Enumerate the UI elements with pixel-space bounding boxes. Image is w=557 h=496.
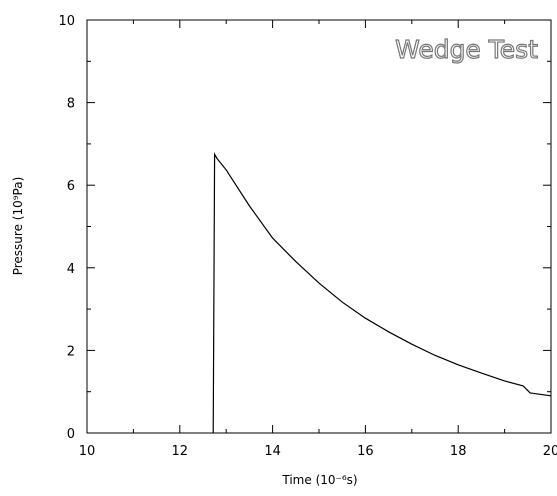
plot-frame (86, 19, 552, 434)
y-tick-label: 6 (67, 179, 75, 194)
chart-title: Wedge Test (395, 35, 538, 64)
x-tick-label: 10 (79, 444, 96, 459)
x-tick-label: 14 (264, 444, 281, 459)
y-axis-label: Pressure (10⁹Pa) (11, 177, 25, 276)
y-tick-label: 0 (67, 427, 75, 442)
x-tick-label: 12 (172, 444, 189, 459)
y-tick-label: 8 (67, 97, 75, 112)
x-axis-label: Time (10⁻⁶s) (281, 473, 357, 487)
y-tick-label: 2 (67, 344, 75, 359)
y-tick-label: 10 (58, 14, 75, 29)
y-tick-label: 4 (67, 262, 75, 277)
x-tick-label: 16 (357, 444, 374, 459)
x-tick-label: 18 (450, 444, 467, 459)
x-tick-label: 20 (543, 444, 557, 459)
line-series (212, 151, 552, 434)
